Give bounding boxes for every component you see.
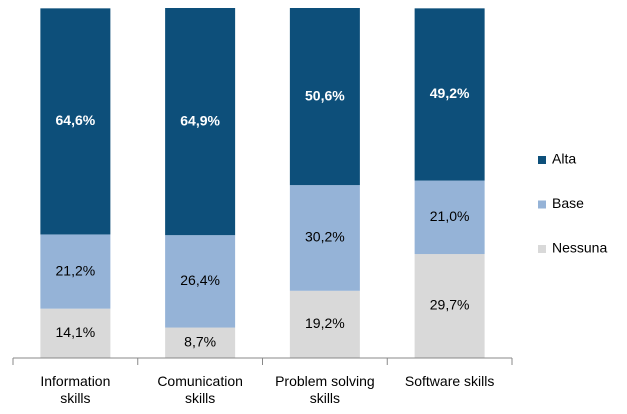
x-tick-label: Comunication skills: [157, 373, 243, 406]
data-label: 29,7%: [430, 297, 470, 313]
data-label: 49,2%: [430, 85, 470, 101]
bar-segment: [289, 8, 360, 186]
bar-segment: [289, 185, 360, 291]
data-label: 8,7%: [184, 333, 216, 349]
bar-segment: [40, 8, 111, 235]
legend-label: Nessuna: [552, 240, 607, 256]
bar-segment: [165, 8, 236, 236]
x-tick-label: Problem solving skills: [275, 373, 375, 406]
data-label: 64,6%: [56, 112, 96, 128]
legend-label: Alta: [552, 151, 576, 167]
legend-swatch: [538, 156, 546, 164]
bar-segment: [289, 290, 360, 358]
x-tick-label: Software skills: [404, 373, 495, 389]
bar-segment: [40, 308, 111, 358]
legend-swatch: [538, 200, 546, 209]
data-label: 21,2%: [56, 262, 96, 278]
bar-segment: [165, 327, 236, 358]
x-tick-label: Information skills: [40, 373, 111, 406]
bar-segment: [40, 234, 111, 309]
data-label: 50,6%: [305, 87, 345, 103]
data-label: 30,2%: [305, 229, 345, 245]
data-label: 19,2%: [305, 315, 345, 331]
data-label: 64,9%: [180, 112, 220, 128]
bar-segment: [414, 254, 485, 358]
bar-segment: [414, 180, 485, 255]
legend-label: Base: [552, 195, 584, 211]
legend-swatch: [538, 245, 546, 253]
data-label: 14,1%: [56, 324, 96, 340]
bar-segment: [414, 8, 485, 181]
data-label: 21,0%: [430, 208, 470, 224]
data-label: 26,4%: [180, 272, 220, 288]
bar-segment: [165, 235, 236, 328]
